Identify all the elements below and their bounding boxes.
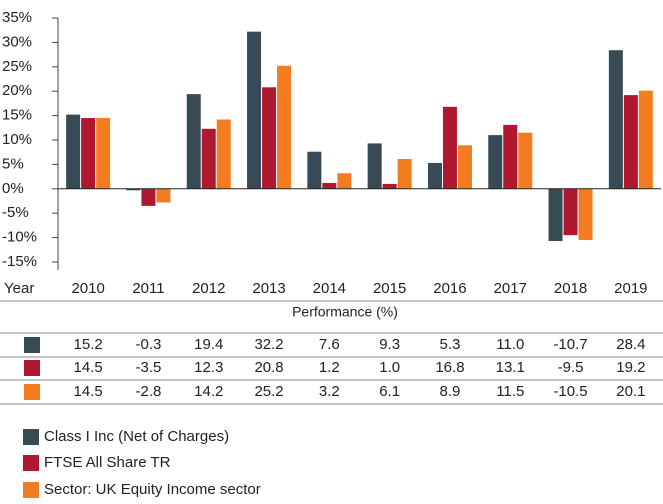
x-tick-label: 2016 [433, 280, 466, 297]
x-tick-label: 2014 [313, 280, 346, 297]
table-value: 14.5 [74, 359, 103, 376]
bar [563, 188, 578, 236]
table-swatch [24, 384, 40, 400]
x-tick-label: 2011 [132, 280, 164, 297]
table-value: 14.2 [194, 383, 223, 400]
table-value: 20.1 [616, 383, 645, 400]
y-tick-label: 25% [2, 58, 32, 75]
legend-swatch [23, 429, 39, 445]
table-title: Performance (%) [292, 304, 398, 320]
table-value: 13.1 [496, 359, 525, 376]
table-value: -0.3 [136, 336, 162, 353]
table-value: 20.8 [254, 359, 283, 376]
bar [156, 188, 171, 203]
bar [186, 94, 201, 189]
table-value: 3.2 [319, 383, 340, 400]
bar [638, 90, 653, 189]
table-swatch [24, 337, 40, 353]
bar [503, 124, 518, 189]
table-value: 15.2 [74, 336, 103, 353]
bar [307, 151, 322, 189]
y-tick-label: 20% [2, 82, 32, 99]
y-tick-label: 15% [2, 107, 32, 124]
bar [337, 173, 352, 189]
table-value: -10.7 [553, 336, 587, 353]
legend-label: Sector: UK Equity Income sector [44, 481, 261, 498]
table-value: 11.5 [496, 383, 524, 400]
table-value: 5.3 [440, 336, 461, 353]
table-value: 14.5 [74, 383, 103, 400]
x-tick-label: 2018 [554, 280, 587, 297]
bar [216, 119, 231, 189]
x-axis-label: Year [4, 280, 34, 297]
bar [518, 132, 533, 189]
legend-swatch [23, 482, 39, 498]
bar [397, 159, 412, 189]
bar [322, 182, 337, 189]
table-value: 11.0 [496, 336, 524, 353]
table-value: 6.1 [379, 383, 400, 400]
table-value: 25.2 [254, 383, 283, 400]
bar [277, 65, 292, 189]
y-tick-label: 0% [2, 180, 24, 197]
bar [457, 145, 472, 189]
y-tick-label: 5% [2, 155, 24, 172]
table-value: 1.2 [319, 359, 340, 376]
legend-swatch [23, 455, 39, 471]
table-value: -3.5 [136, 359, 162, 376]
y-tick-label: -10% [2, 229, 37, 246]
bar [201, 128, 216, 189]
table-value: 8.9 [440, 383, 461, 400]
x-tick-label: 2013 [252, 280, 285, 297]
table-swatch [24, 360, 40, 376]
table-value: 19.4 [194, 336, 223, 353]
y-tick-label: -15% [2, 253, 37, 270]
bar [608, 50, 623, 189]
y-tick-label: 30% [2, 33, 32, 50]
bar [262, 87, 277, 189]
x-tick-label: 2010 [71, 280, 104, 297]
table-value: -2.8 [136, 383, 162, 400]
x-tick-label: 2017 [494, 280, 527, 297]
bar [247, 31, 262, 189]
bar [66, 114, 81, 189]
y-tick-label: 35% [2, 9, 32, 26]
x-tick-label: 2012 [192, 280, 225, 297]
bar [427, 162, 442, 189]
x-tick-label: 2015 [373, 280, 406, 297]
bar [442, 106, 457, 189]
x-tick-label: 2019 [614, 280, 647, 297]
table-value: 7.6 [319, 336, 340, 353]
y-tick-label: -5% [2, 204, 29, 221]
table-value: -10.5 [553, 383, 587, 400]
table-value: 1.0 [379, 359, 400, 376]
table-value: 32.2 [254, 336, 283, 353]
bar [126, 188, 141, 191]
bar [578, 188, 593, 241]
table-value: 19.2 [616, 359, 645, 376]
legend-label: Class I Inc (Net of Charges) [44, 428, 229, 445]
table-value: 16.8 [435, 359, 464, 376]
bar [488, 135, 503, 189]
bar [141, 188, 156, 206]
bar [548, 188, 563, 242]
bar [382, 183, 397, 189]
legend-label: FTSE All Share TR [44, 454, 171, 471]
table-value: 28.4 [616, 336, 645, 353]
table-value: -9.5 [558, 359, 584, 376]
table-value: 9.3 [379, 336, 400, 353]
table-value: 12.3 [194, 359, 223, 376]
bar [367, 143, 382, 189]
bar [96, 118, 111, 189]
y-tick-label: 10% [2, 131, 32, 148]
bar [623, 95, 638, 189]
bar [81, 118, 96, 189]
